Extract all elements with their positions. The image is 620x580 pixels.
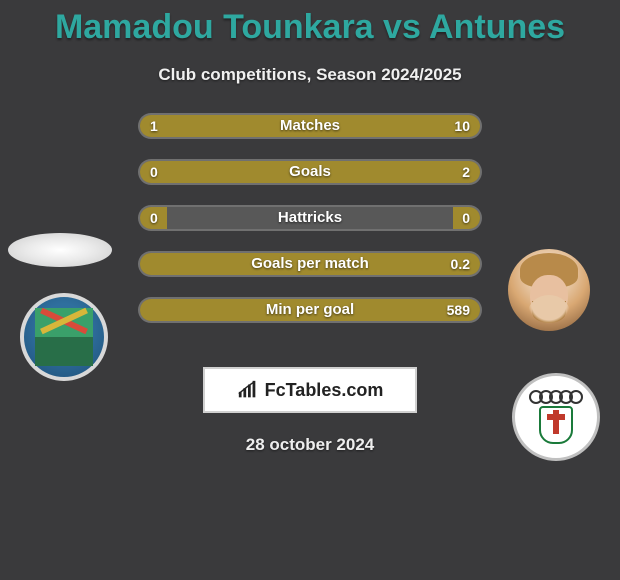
stat-right-value: 10 — [454, 115, 470, 137]
bar-chart-icon — [237, 380, 259, 400]
stat-bars: Matches110Goals02Hattricks00Goals per ma… — [138, 113, 482, 343]
subtitle: Club competitions, Season 2024/2025 — [0, 65, 620, 85]
stat-left-value: 0 — [150, 161, 158, 183]
comparison-panel: Matches110Goals02Hattricks00Goals per ma… — [0, 113, 620, 353]
club-right-badge — [512, 373, 600, 461]
stat-label: Hattricks — [140, 207, 480, 229]
brand-box[interactable]: FcTables.com — [203, 367, 417, 413]
stat-label: Goals — [140, 161, 480, 183]
avatar-face — [530, 275, 568, 319]
club-left-badge — [20, 293, 108, 381]
stat-row: Hattricks0 0 — [138, 205, 482, 231]
stat-right-value: 0 — [462, 207, 470, 229]
stat-right-value: 589 — [447, 299, 470, 321]
stat-row: Min per goal589 — [138, 297, 482, 323]
stat-right-value: 0.2 — [451, 253, 470, 275]
stat-right-value: 2 — [462, 161, 470, 183]
page-title: Mamadou Tounkara vs Antunes — [0, 0, 620, 47]
avatar-beard — [532, 301, 566, 323]
stat-label: Goals per match — [140, 253, 480, 275]
stat-row: Goals per match0.2 — [138, 251, 482, 277]
stat-left-value: 1 — [150, 115, 158, 137]
club-left-crest — [35, 308, 93, 366]
player-right-avatar — [508, 249, 590, 331]
stat-label: Matches — [140, 115, 480, 137]
club-right-shield — [539, 406, 573, 444]
stat-row: Matches1 10 — [138, 113, 482, 139]
stat-left-value: 0 — [150, 207, 158, 229]
brand-name: FcTables.com — [265, 380, 384, 401]
stat-label: Min per goal — [140, 299, 480, 321]
olympic-rings-icon — [531, 390, 581, 404]
stat-row: Goals0 2 — [138, 159, 482, 185]
player-left-avatar — [8, 233, 112, 267]
